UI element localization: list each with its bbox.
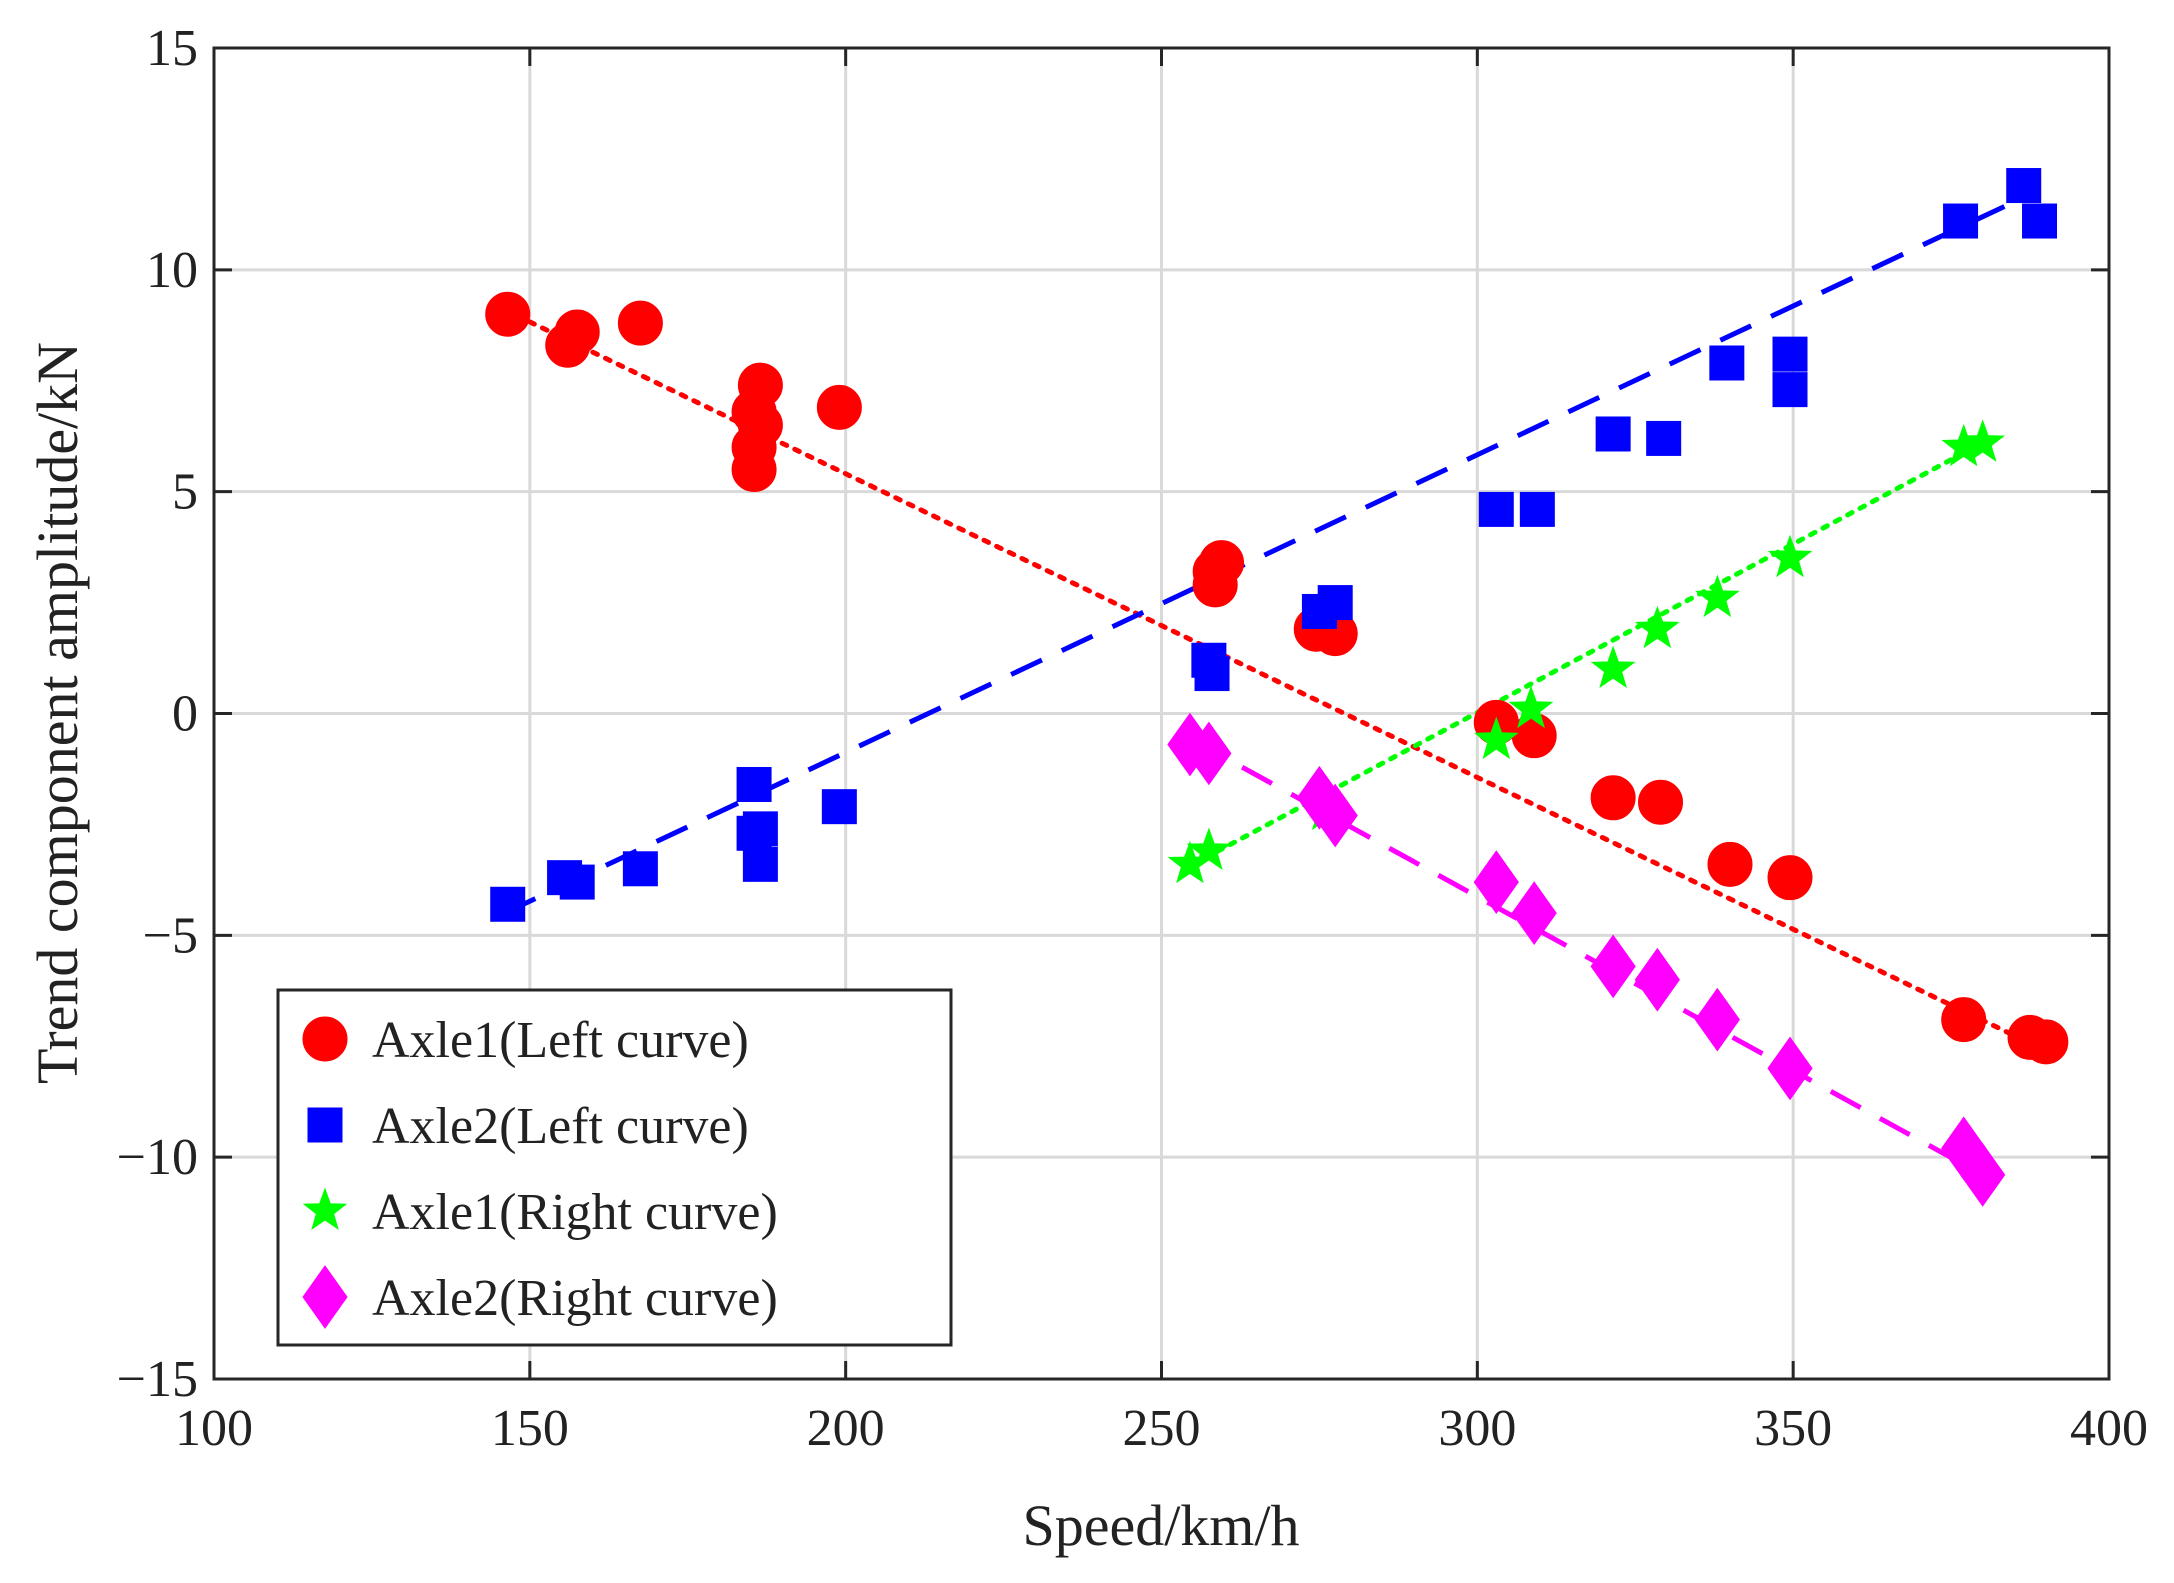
legend-box: [276, 988, 953, 1347]
data-point-star: [1474, 716, 1519, 760]
data-point-circle: [485, 291, 531, 337]
legend-label: Axle1(Right curve): [372, 1184, 778, 1241]
data-point-star: [1508, 685, 1554, 729]
y-tick-label: 5: [172, 464, 198, 521]
x-tick-label: 300: [1438, 1400, 1516, 1457]
data-point-square: [622, 851, 658, 887]
y-tick-label: −15: [117, 1351, 198, 1408]
data-point-square: [742, 811, 778, 847]
data-point-star: [1590, 645, 1636, 689]
series-2: [490, 168, 2058, 922]
data-markers: [485, 168, 2069, 1207]
x-tick-label: 150: [491, 1400, 569, 1457]
data-point-square: [490, 886, 526, 922]
data-point-circle: [1767, 855, 1813, 901]
data-point-diamond: [1186, 721, 1232, 786]
data-point-square: [1194, 656, 1230, 692]
legend-marker-star: [302, 1187, 348, 1230]
data-point-star: [1767, 534, 1813, 578]
data-point-circle: [816, 384, 862, 430]
data-point-circle: [1941, 997, 1987, 1043]
data-point-square: [2022, 203, 2058, 239]
series-3: [1167, 419, 2006, 884]
x-tick-label: 350: [1754, 1400, 1832, 1457]
y-tick-label: −10: [117, 1129, 198, 1186]
data-point-diamond: [1590, 934, 1636, 999]
x-tick-label: 400: [2070, 1400, 2148, 1457]
data-point-diamond: [1511, 881, 1557, 946]
y-axis: −15 −10 −5 0 5 10 15: [117, 20, 2109, 1408]
data-point-diamond: [1312, 783, 1358, 848]
data-point-diamond: [1473, 850, 1519, 914]
data-point-square: [1772, 336, 1808, 372]
series-1: [485, 291, 2069, 1065]
y-axis-label: Trend component amplitude/kN: [25, 342, 90, 1084]
y-tick-label: −5: [143, 907, 198, 964]
data-point-square: [559, 864, 595, 900]
fit-line-3: [1190, 440, 1986, 867]
legend-marker-circle: [302, 1016, 348, 1062]
data-point-circle: [1590, 775, 1636, 821]
data-point-circle: [617, 300, 663, 346]
data-point-star: [1694, 574, 1740, 618]
data-point-square: [1317, 585, 1353, 621]
data-point-square: [2006, 168, 2042, 204]
y-tick-label: 0: [172, 686, 198, 743]
y-tick-label: 10: [146, 242, 198, 299]
data-point-circle: [554, 309, 600, 355]
x-axis: 100 150 200 250 300 350 400: [175, 48, 2148, 1457]
data-point-square: [1772, 372, 1808, 408]
legend-marker-square: [307, 1107, 343, 1143]
data-point-square: [1595, 416, 1631, 452]
x-tick-label: 200: [807, 1400, 885, 1457]
data-point-diamond: [1694, 987, 1740, 1052]
legend: Axle1(Left curve) Axle2(Left curve) Axle1(…: [276, 988, 953, 1347]
data-point-star: [1960, 419, 2006, 462]
data-point-circle: [1707, 841, 1753, 887]
data-point-circle: [731, 446, 777, 492]
legend-label: Axle2(Left curve): [372, 1098, 749, 1155]
series-4: [1167, 712, 2006, 1207]
legend-label: Axle1(Left curve): [372, 1012, 749, 1069]
x-tick-label: 250: [1123, 1400, 1201, 1457]
data-point-square: [736, 766, 772, 802]
data-point-square: [1709, 345, 1745, 381]
data-point-circle: [1638, 779, 1684, 825]
fit-line-4: [1191, 737, 1984, 1178]
data-point-star: [1634, 605, 1680, 649]
data-point-star: [1186, 827, 1232, 871]
data-point-square: [1646, 420, 1682, 456]
data-point-square: [742, 846, 778, 882]
data-point-diamond: [1634, 947, 1680, 1012]
x-tick-label: 100: [175, 1400, 253, 1457]
data-point-square: [1943, 203, 1979, 239]
data-point-square: [1519, 491, 1555, 527]
data-point-diamond: [1960, 1143, 2006, 1207]
x-axis-label: Speed/km/h: [1022, 1493, 1299, 1558]
legend-marker-diamond: [302, 1265, 348, 1329]
data-point-diamond: [1767, 1036, 1813, 1101]
data-point-square: [1478, 491, 1514, 527]
data-point-square: [821, 789, 857, 825]
y-tick-label: 15: [146, 20, 198, 77]
data-point-circle: [1192, 562, 1238, 608]
legend-label: Axle2(Right curve): [372, 1270, 778, 1327]
data-point-circle: [2023, 1019, 2069, 1065]
